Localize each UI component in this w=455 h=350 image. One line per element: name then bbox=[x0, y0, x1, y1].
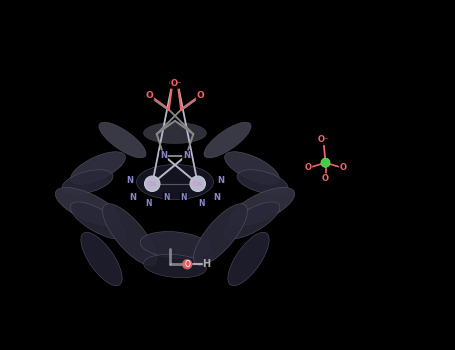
Text: O: O bbox=[322, 174, 329, 183]
Ellipse shape bbox=[237, 170, 288, 194]
Ellipse shape bbox=[102, 204, 157, 265]
Circle shape bbox=[182, 259, 192, 269]
Text: N: N bbox=[146, 198, 152, 208]
Text: O: O bbox=[197, 91, 204, 100]
Ellipse shape bbox=[71, 152, 126, 184]
Ellipse shape bbox=[70, 202, 126, 239]
Text: Os: Os bbox=[192, 181, 203, 187]
Text: H: H bbox=[202, 259, 211, 269]
Ellipse shape bbox=[230, 188, 295, 225]
Text: N: N bbox=[130, 193, 136, 202]
Ellipse shape bbox=[224, 202, 280, 239]
Text: N: N bbox=[183, 151, 190, 160]
Ellipse shape bbox=[144, 254, 207, 278]
Ellipse shape bbox=[99, 122, 146, 158]
Text: N: N bbox=[126, 176, 133, 185]
Ellipse shape bbox=[81, 232, 122, 286]
Text: O: O bbox=[304, 163, 312, 173]
Ellipse shape bbox=[228, 232, 269, 286]
Text: N: N bbox=[198, 198, 204, 208]
Ellipse shape bbox=[143, 122, 207, 144]
Text: O⁻: O⁻ bbox=[170, 79, 182, 88]
Text: O: O bbox=[184, 260, 190, 269]
Circle shape bbox=[321, 158, 330, 167]
Ellipse shape bbox=[136, 164, 213, 200]
Circle shape bbox=[145, 176, 160, 191]
Ellipse shape bbox=[62, 170, 113, 194]
Text: O⁻: O⁻ bbox=[318, 135, 329, 145]
Text: O: O bbox=[146, 91, 153, 100]
Text: O: O bbox=[339, 163, 347, 173]
Ellipse shape bbox=[204, 122, 251, 158]
Text: N: N bbox=[213, 193, 221, 202]
Ellipse shape bbox=[140, 232, 210, 258]
Ellipse shape bbox=[193, 204, 248, 265]
Text: N: N bbox=[160, 151, 167, 160]
Ellipse shape bbox=[225, 152, 279, 184]
Text: N: N bbox=[181, 193, 187, 202]
Text: N: N bbox=[163, 193, 170, 202]
Text: Cl: Cl bbox=[322, 160, 329, 166]
Circle shape bbox=[190, 176, 206, 191]
Text: Os: Os bbox=[147, 181, 157, 187]
Text: O⁻: O⁻ bbox=[168, 79, 180, 88]
Ellipse shape bbox=[56, 188, 120, 225]
Text: N: N bbox=[217, 176, 224, 185]
